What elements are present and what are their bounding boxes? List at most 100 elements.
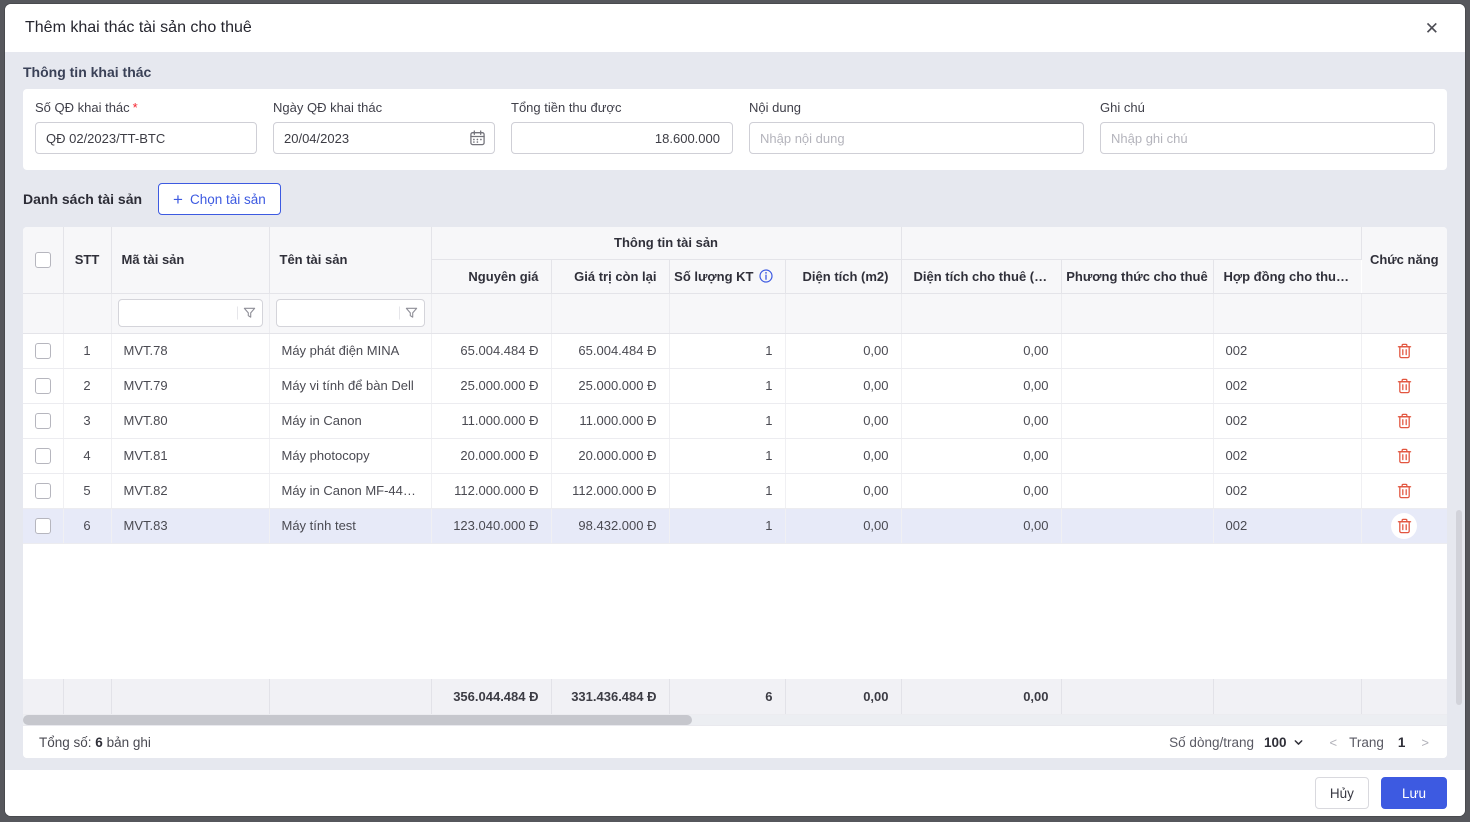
cell-quantity: 1 (669, 508, 786, 544)
trash-icon (1397, 483, 1411, 498)
row-select-cell (23, 438, 64, 474)
row-checkbox[interactable] (34, 517, 51, 534)
cell-area: 0,00 (785, 508, 902, 544)
summary-dien-tich-cho-thue: 0,00 (901, 678, 1062, 715)
cell-remaining-value: 11.000.000 Đ (551, 403, 670, 439)
summary-dien-tich: 0,00 (785, 678, 902, 715)
save-button[interactable]: Lưu (1380, 777, 1447, 809)
info-icon[interactable] (758, 269, 773, 283)
cell-rent-method (1061, 438, 1214, 474)
summary-cell-empty (269, 678, 432, 715)
row-select-cell (23, 508, 64, 544)
hop-dong-required-mark: (*) (1349, 268, 1361, 284)
row-checkbox[interactable] (34, 412, 51, 429)
cell-original-price: 11.000.000 Đ (431, 403, 552, 439)
cell-asset-name: Máy photocopy (269, 438, 432, 474)
ghi-chu-label: Ghi chú (1100, 100, 1145, 115)
scrollbar-thumb[interactable] (23, 715, 693, 725)
asset-code-filter-input[interactable] (117, 299, 263, 327)
cell-stt: 4 (63, 438, 112, 474)
group-header-blank (901, 227, 1362, 260)
summary-cell-empty (1061, 678, 1214, 715)
so-qd-input[interactable] (35, 122, 257, 154)
tong-tien-input[interactable] (511, 122, 733, 154)
cell-rent-method (1061, 508, 1214, 544)
cell-original-price: 123.040.000 Đ (431, 508, 552, 544)
delete-row-button[interactable] (1391, 373, 1417, 399)
row-checkbox[interactable] (34, 377, 51, 394)
delete-row-button[interactable] (1391, 408, 1417, 434)
asset-table-body: 1 MVT.78 Máy phát điện MINA 65.004.484 Đ… (23, 333, 1447, 544)
col-header-chuc-nang: Chức năng (1361, 227, 1447, 294)
calendar-icon[interactable] (469, 130, 486, 147)
cell-rent-area: 0,00 (901, 368, 1062, 404)
filter-cell-empty (1361, 293, 1447, 334)
cell-remaining-value: 25.000.000 Đ (551, 368, 670, 404)
cell-asset-code: MVT.79 (111, 368, 270, 404)
asset-list-title: Danh sách tài sản (23, 191, 143, 207)
cell-area: 0,00 (785, 403, 902, 439)
cell-rent-contract: 002 (1213, 438, 1362, 474)
table-footer: Tổng số: 6 bản ghi Số dòng/trang 100 < T… (23, 725, 1447, 758)
col-header-ma-tai-san: Mã tài sản (111, 227, 270, 294)
filter-cell-empty (785, 293, 902, 334)
cell-rent-contract: 002 (1213, 368, 1362, 404)
per-page-select[interactable]: 100 (1264, 735, 1304, 750)
field-tong-tien-thu-duoc: Tổng tiền thu được (511, 100, 733, 154)
choose-asset-button[interactable]: + Chọn tài sản (158, 183, 281, 215)
asset-name-filter-input[interactable] (275, 299, 425, 327)
cell-asset-code: MVT.83 (111, 508, 270, 544)
cell-area: 0,00 (785, 473, 902, 509)
cell-original-price: 20.000.000 Đ (431, 438, 552, 474)
next-page-button[interactable]: > (1421, 734, 1429, 750)
table-horizontal-scrollbar[interactable] (23, 715, 1447, 725)
so-luong-kt-label: Số lượng KT (674, 268, 754, 284)
cell-rent-area: 0,00 (901, 333, 1062, 369)
current-page[interactable]: 1 (1397, 734, 1406, 750)
close-icon[interactable]: ✕ (1421, 16, 1443, 41)
delete-row-button[interactable] (1391, 338, 1417, 364)
cell-asset-code: MVT.81 (111, 438, 270, 474)
filter-funnel-icon[interactable] (236, 306, 256, 319)
pagination-controls: Số dòng/trang 100 < Trang 1 > (1169, 735, 1431, 750)
col-header-dien-tich: Diện tích (m2) (785, 259, 902, 294)
select-all-checkbox[interactable] (34, 252, 51, 269)
filter-cell-empty (23, 293, 64, 334)
cell-remaining-value: 98.432.000 Đ (551, 508, 670, 544)
row-checkbox[interactable] (34, 342, 51, 359)
filter-cell-empty (669, 293, 786, 334)
delete-row-button[interactable] (1391, 443, 1417, 469)
noi-dung-input[interactable] (749, 122, 1084, 154)
cell-asset-name: Máy in Canon (269, 403, 432, 439)
delete-row-button[interactable] (1391, 512, 1418, 539)
prev-page-button[interactable]: < (1329, 734, 1338, 750)
cell-rent-contract: 002 (1213, 403, 1362, 439)
row-checkbox[interactable] (34, 482, 51, 499)
cell-actions (1361, 333, 1447, 369)
total-count: 6 (95, 734, 103, 750)
total-suffix: bản ghi (106, 734, 151, 750)
col-header-gia-tri-con-lai: Giá trị còn lại (551, 259, 670, 294)
so-qd-label: Số QĐ khai thác (35, 100, 130, 115)
delete-row-button[interactable] (1391, 478, 1417, 504)
filter-funnel-icon[interactable] (398, 306, 418, 319)
filter-cell-empty (431, 293, 552, 334)
body-scrollbar[interactable] (1456, 510, 1462, 705)
summary-cell-empty (23, 678, 64, 715)
cell-original-price: 65.004.484 Đ (431, 333, 552, 369)
row-checkbox[interactable] (34, 447, 51, 464)
filter-cell-empty (551, 293, 670, 334)
total-label: Tổng số: (39, 734, 92, 750)
dialog-body: Thông tin khai thác Số QĐ khai thác* Ngà… (5, 52, 1465, 770)
asset-table: STT Mã tài sản Tên tài sản Thông tin tài… (23, 227, 1447, 758)
per-page-label: Số dòng/trang (1169, 734, 1254, 750)
cell-asset-code: MVT.78 (111, 333, 270, 369)
ghi-chu-input[interactable] (1100, 122, 1435, 154)
field-noi-dung: Nội dung (749, 100, 1084, 154)
ngay-qd-date-input[interactable] (273, 122, 495, 154)
cancel-button[interactable]: Hủy (1314, 777, 1369, 809)
select-all-header (23, 227, 64, 294)
cell-area: 0,00 (785, 438, 902, 474)
summary-gia-tri-con-lai: 331.436.484 Đ (551, 678, 670, 715)
cell-remaining-value: 112.000.000 Đ (551, 473, 670, 509)
